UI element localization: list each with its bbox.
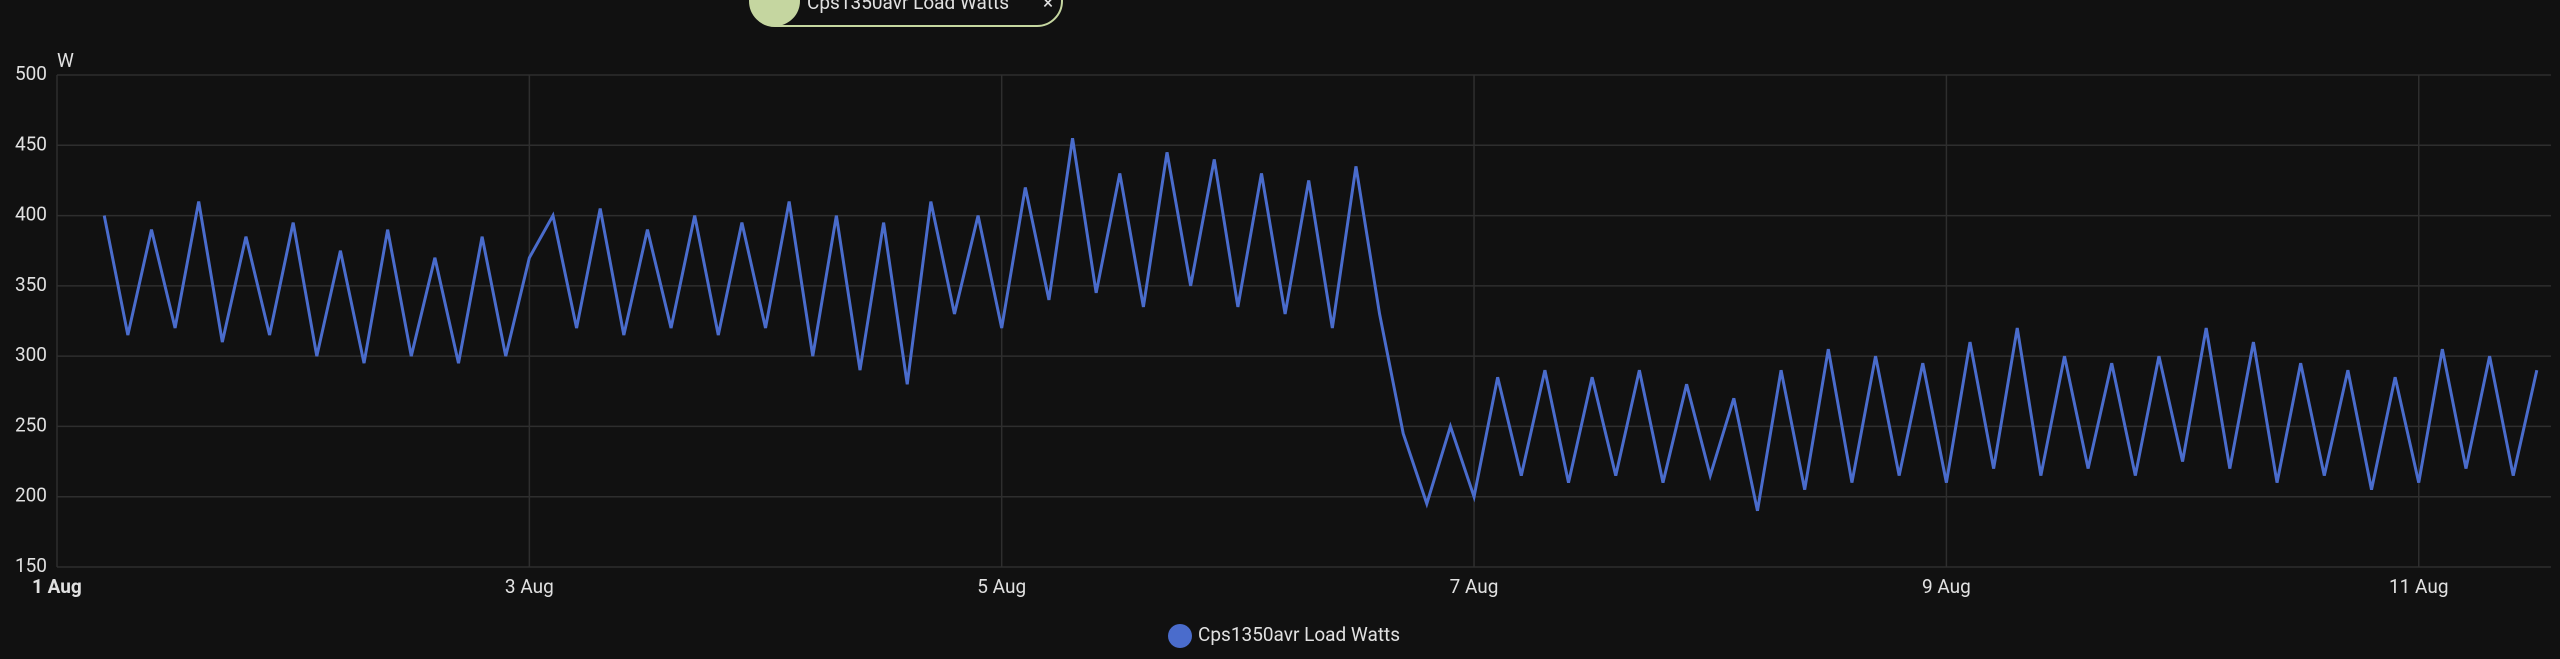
- series-line: [102, 138, 2539, 512]
- y-tick-label: 450: [15, 132, 47, 155]
- y-tick-label: 200: [15, 484, 47, 507]
- y-unit: W: [57, 49, 74, 72]
- x-tick-label: 11 Aug: [2389, 575, 2449, 598]
- y-tick-label: 150: [15, 554, 47, 577]
- legend-label[interactable]: Cps1350avr Load Watts: [1198, 623, 1400, 646]
- x-tick-label: 9 Aug: [1922, 575, 1971, 598]
- legend-swatch: [1168, 624, 1192, 648]
- y-tick-label: 250: [15, 413, 47, 436]
- x-tick-label: 1 Aug: [32, 575, 82, 598]
- chip-close[interactable]: ×: [1043, 0, 1053, 14]
- x-tick-label: 5 Aug: [977, 575, 1026, 598]
- y-tick-label: 400: [15, 203, 47, 226]
- x-tick-label: 7 Aug: [1450, 575, 1499, 598]
- chip-icon: [750, 0, 800, 26]
- y-tick-label: 300: [15, 343, 47, 366]
- y-tick-label: 500: [15, 62, 47, 85]
- chip-label: Cps1350avr Load Watts: [807, 0, 1009, 14]
- y-tick-label: 350: [15, 273, 47, 296]
- x-tick-label: 3 Aug: [505, 575, 554, 598]
